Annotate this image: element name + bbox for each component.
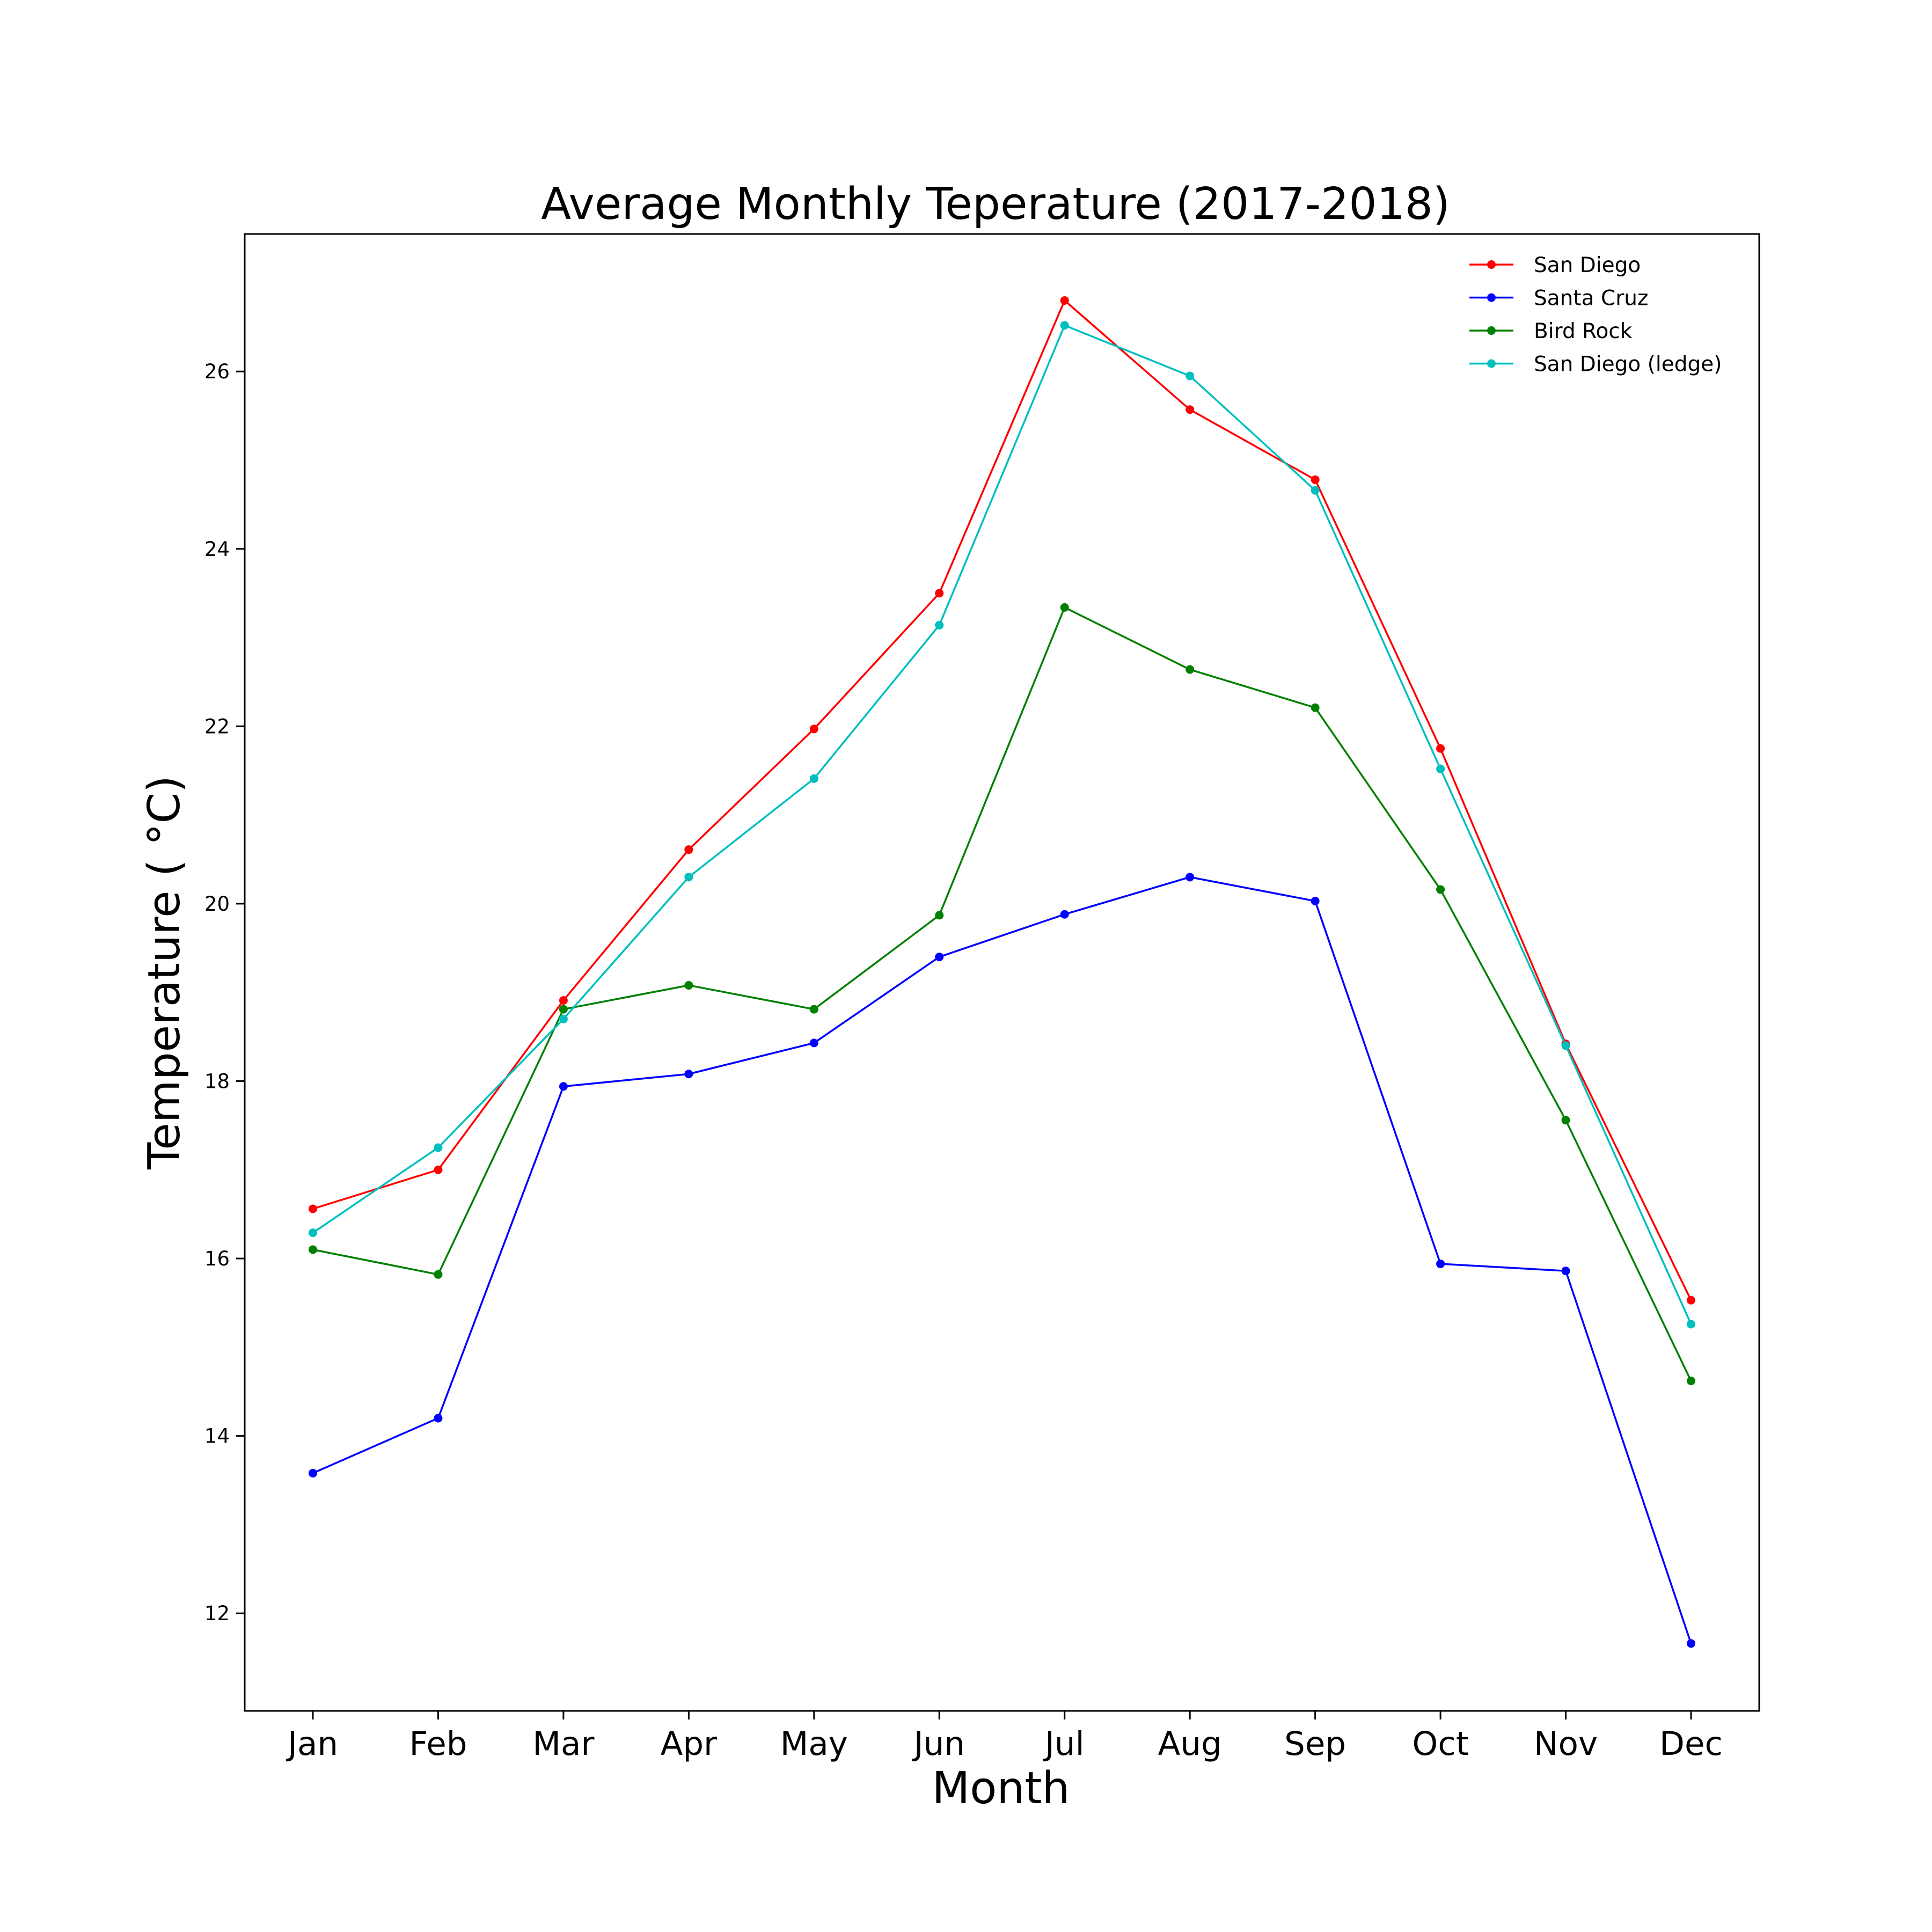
data-point [309, 1204, 317, 1213]
y-tick-label: 24 [204, 538, 230, 561]
x-tick-label: Oct [1412, 1725, 1468, 1763]
x-tick-label: Nov [1534, 1725, 1598, 1763]
data-point [1185, 371, 1195, 380]
data-point [434, 1143, 443, 1152]
data-point [1311, 703, 1320, 712]
x-tick-label: Apr [661, 1725, 718, 1763]
data-point [809, 774, 818, 783]
y-axis: 12 14 16 18 20 22 24 26 [204, 360, 245, 1625]
chart-title: Average Monthly Teperature (2017-2018) [541, 179, 1450, 230]
legend-marker [1487, 260, 1496, 269]
data-point [559, 996, 568, 1005]
legend: San Diego Santa Cruz Bird Rock San Diego (l… [1469, 253, 1722, 377]
series-line [312, 299, 1692, 1301]
x-tick-label: Feb [409, 1725, 467, 1763]
data-point [1561, 1267, 1570, 1276]
x-tick-label: May [780, 1725, 848, 1763]
data-point [1436, 885, 1445, 894]
data-point [1561, 1041, 1570, 1050]
x-tick-label: Aug [1158, 1725, 1222, 1763]
data-point [434, 1270, 443, 1279]
data-point [559, 1014, 568, 1023]
x-tick-label: Mar [532, 1725, 595, 1763]
data-point [434, 1414, 443, 1423]
data-point [1687, 1377, 1695, 1386]
legend-marker [1487, 359, 1496, 368]
data-point [1687, 1639, 1695, 1648]
data-point [684, 845, 693, 854]
data-point [1436, 1259, 1445, 1268]
legend-label: San Diego [1534, 253, 1641, 277]
data-point [1561, 1116, 1570, 1125]
x-tick-label: Jan [286, 1725, 338, 1763]
legend-label: Bird Rock [1534, 319, 1633, 343]
data-point [1060, 603, 1069, 612]
y-axis-label: Temperature ( °C) [139, 775, 190, 1170]
data-point [1436, 764, 1445, 773]
data-point [1311, 896, 1320, 905]
data-point [1185, 405, 1195, 414]
x-tick-label: Jul [1043, 1725, 1085, 1763]
data-point [935, 953, 944, 962]
x-axis-label: Month [932, 1763, 1070, 1814]
series-group [309, 603, 1695, 1386]
series-group [309, 321, 1695, 1329]
data-point [1060, 296, 1069, 305]
x-tick-label: Sep [1284, 1725, 1346, 1763]
y-tick-label: 26 [204, 360, 230, 383]
data-point [559, 1005, 568, 1014]
y-tick-label: 12 [204, 1602, 230, 1625]
data-point [434, 1165, 443, 1174]
data-point [1436, 744, 1445, 753]
series-group [309, 873, 1695, 1648]
series-line [312, 876, 1692, 1644]
series-line [312, 324, 1692, 1325]
data-point [1687, 1320, 1695, 1329]
data-point [684, 1070, 693, 1079]
x-tick-label: Jun [912, 1725, 965, 1763]
data-point [809, 724, 818, 734]
legend-marker [1487, 326, 1496, 335]
data-point [1060, 321, 1069, 330]
legend-marker [1487, 293, 1496, 302]
data-point [309, 1228, 317, 1238]
data-point [1060, 910, 1069, 919]
data-point [684, 873, 693, 882]
data-point [935, 589, 944, 598]
data-point [809, 1038, 818, 1048]
data-point [1311, 475, 1320, 484]
data-point [684, 980, 693, 990]
y-tick-label: 20 [204, 892, 230, 916]
legend-item: San Diego [1469, 253, 1641, 277]
data-point [1185, 665, 1195, 674]
data-point [1185, 873, 1195, 882]
series-layer [309, 296, 1695, 1648]
legend-item: San Diego (ledge) [1469, 353, 1722, 377]
y-tick-label: 16 [204, 1247, 230, 1270]
data-point [809, 1005, 818, 1014]
data-point [309, 1469, 317, 1478]
data-point [935, 620, 944, 630]
legend-label: Santa Cruz [1534, 287, 1648, 311]
data-point [1311, 486, 1320, 495]
y-tick-label: 18 [204, 1070, 230, 1093]
data-point [309, 1245, 317, 1254]
legend-item: Bird Rock [1469, 319, 1633, 343]
plot-area [244, 233, 1760, 1712]
x-tick-label: Dec [1659, 1725, 1723, 1763]
series-line [312, 606, 1692, 1381]
data-point [1687, 1296, 1695, 1305]
series-group [309, 296, 1695, 1305]
legend-label: San Diego (ledge) [1534, 353, 1722, 377]
x-axis: Jan Feb Mar Apr May Jun Jul Aug Sep Oct Nov Dec [286, 1711, 1723, 1763]
data-point [559, 1082, 568, 1091]
legend-item: Santa Cruz [1469, 287, 1648, 311]
y-tick-label: 22 [204, 715, 230, 738]
y-tick-label: 14 [204, 1425, 230, 1448]
data-point [935, 911, 944, 920]
